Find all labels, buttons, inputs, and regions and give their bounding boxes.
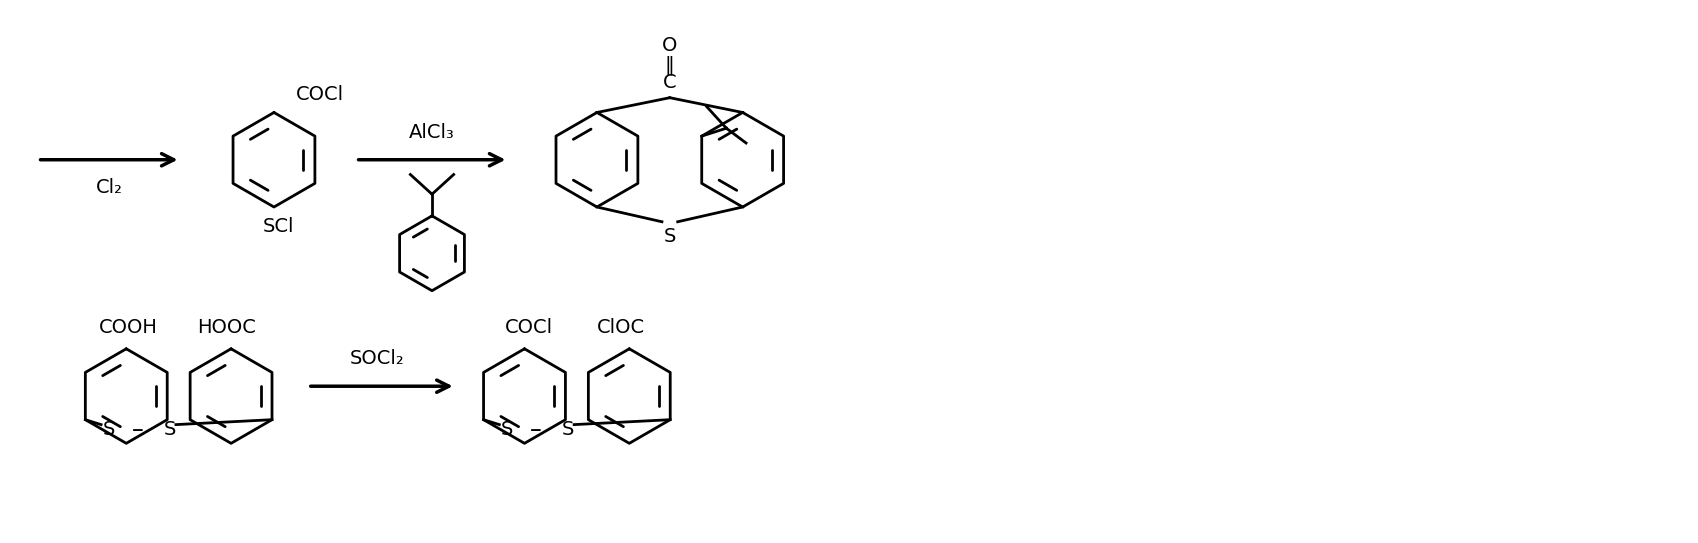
Text: –: – — [530, 418, 542, 441]
Text: S: S — [664, 227, 676, 246]
Text: S: S — [163, 420, 177, 439]
Text: COCl: COCl — [504, 318, 554, 337]
Text: –: – — [131, 418, 143, 441]
Text: ClOC: ClOC — [598, 318, 645, 337]
Text: SCl: SCl — [263, 217, 294, 236]
Text: C: C — [662, 73, 676, 92]
Text: COCl: COCl — [295, 85, 343, 104]
Text: O: O — [662, 36, 678, 55]
Text: S: S — [562, 420, 574, 439]
Text: COOH: COOH — [98, 318, 158, 337]
Text: HOOC: HOOC — [197, 318, 255, 337]
Text: Cl₂: Cl₂ — [95, 178, 122, 197]
Text: S: S — [102, 420, 115, 439]
Text: S: S — [501, 420, 513, 439]
Text: SOCl₂: SOCl₂ — [350, 349, 404, 368]
Text: AlCl₃: AlCl₃ — [409, 123, 455, 142]
Text: ‖: ‖ — [664, 55, 674, 75]
